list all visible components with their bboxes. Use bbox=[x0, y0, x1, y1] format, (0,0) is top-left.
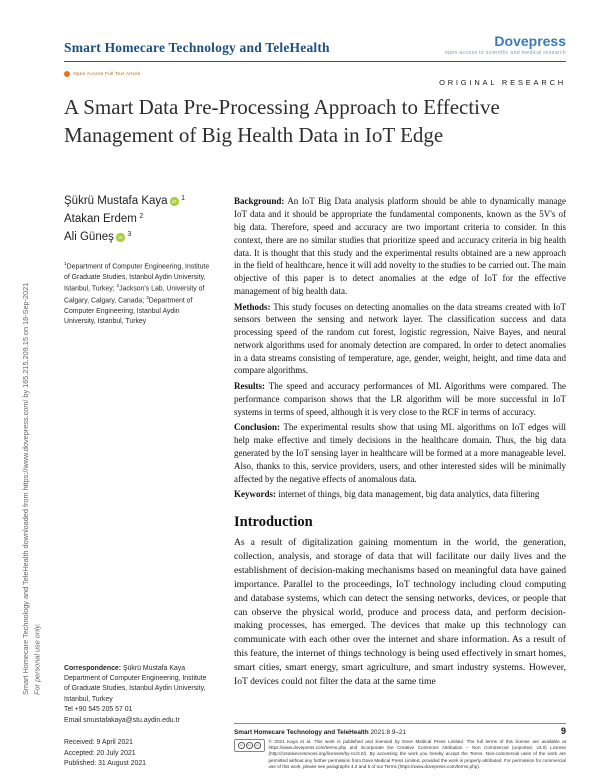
orcid-icon[interactable]: iD bbox=[116, 233, 125, 242]
author-name: Şükrü Mustafa Kaya bbox=[64, 195, 168, 208]
author-row: Şükrü Mustafa Kaya iD 1 bbox=[64, 194, 212, 208]
abstract-text: internet of things, big data management,… bbox=[278, 489, 540, 500]
license-text: © 2021 Kaya et al. This work is publishe… bbox=[268, 739, 567, 769]
accepted-date: Accepted: 20 July 2021 bbox=[64, 749, 136, 757]
open-access-label: Open Access Full Text Article bbox=[73, 71, 141, 77]
right-column: Background: An IoT Big Data analysis pla… bbox=[234, 195, 566, 770]
cc-icon: cc bbox=[238, 742, 245, 749]
correspondence-name: Şükrü Mustafa Kaya bbox=[122, 664, 186, 672]
abstract-results: Results: The speed and accuracy performa… bbox=[234, 380, 566, 418]
cc-by-icon: by bbox=[246, 742, 253, 749]
abstract-text: The speed and accuracy performances of M… bbox=[234, 381, 566, 417]
author-row: Ali Güneş iD 3 bbox=[64, 230, 212, 244]
published-date: Published: 31 August 2021 bbox=[64, 760, 146, 768]
cc-license-badge[interactable]: cc by nc bbox=[234, 739, 265, 752]
abstract-label: Results: bbox=[234, 381, 265, 392]
abstract-label: Methods: bbox=[234, 301, 271, 312]
page-footer: Smart Homecare Technology and TeleHealth… bbox=[234, 723, 566, 770]
open-access-icon bbox=[64, 71, 70, 77]
two-column-layout: Şükrü Mustafa Kaya iD 1 Atakan Erdem 2 A… bbox=[64, 195, 566, 770]
correspondence-address: Department of Computer Engineering, Inst… bbox=[64, 675, 207, 703]
correspondence-text: Correspondence: Şükrü Mustafa Kaya Depar… bbox=[64, 664, 212, 705]
abstract-methods: Methods: This study focuses on detecting… bbox=[234, 301, 566, 378]
correspondence-label: Correspondence: bbox=[64, 664, 122, 672]
abstract-background: Background: An IoT Big Data analysis pla… bbox=[234, 195, 566, 297]
citation-volume-pages: 2021:8 9–21 bbox=[368, 729, 407, 737]
dovepress-logo[interactable]: Dovepress bbox=[494, 33, 566, 49]
citation-journal: Smart Homecare Technology and TeleHealth bbox=[234, 729, 369, 737]
abstract-label: Keywords: bbox=[234, 489, 276, 500]
affiliation-text: Department of Computer Engineering, Ista… bbox=[64, 297, 193, 326]
journal-header: Smart Homecare Technology and TeleHealth… bbox=[64, 0, 566, 61]
header-rule bbox=[64, 61, 566, 62]
author-affiliation-sup: 1 bbox=[181, 194, 185, 202]
author-row: Atakan Erdem 2 bbox=[64, 212, 212, 226]
affiliation-text: Department of Computer Engineering, Inst… bbox=[64, 263, 210, 293]
citation-row: Smart Homecare Technology and TeleHealth… bbox=[234, 723, 566, 736]
abstract-label: Background: bbox=[234, 196, 285, 207]
correspondence-tel: Tel +90 545 205 57 01 bbox=[64, 706, 133, 714]
sidebar-download-notice: Smart Homecare Technology and TeleHealth… bbox=[20, 50, 43, 695]
publisher-tagline: open access to scientific and medical re… bbox=[444, 50, 566, 56]
correspondence-email[interactable]: Email smustafakaya@stu.aydin.edu.tr bbox=[64, 716, 180, 724]
abstract-keywords: Keywords: internet of things, big data m… bbox=[234, 488, 566, 501]
affiliation-sup: 3 bbox=[146, 296, 149, 302]
affiliations: 1Department of Computer Engineering, Ins… bbox=[64, 261, 212, 327]
introduction-paragraph: As a result of digitalization gaining mo… bbox=[234, 537, 566, 688]
author-affiliation-sup: 3 bbox=[127, 230, 132, 238]
orcid-icon[interactable]: iD bbox=[170, 197, 179, 206]
affiliation-sup: 2 bbox=[116, 284, 120, 290]
journal-title[interactable]: Smart Homecare Technology and TeleHealth bbox=[64, 40, 330, 55]
journal-citation: Smart Homecare Technology and TeleHealth… bbox=[234, 729, 406, 736]
publisher-block: Dovepress open access to scientific and … bbox=[445, 33, 566, 56]
article-title: A Smart Data Pre-Processing Approach to … bbox=[64, 95, 500, 147]
affiliation-sup: 1 bbox=[64, 262, 67, 268]
abstract-text: The experimental results show that using… bbox=[234, 422, 566, 484]
abstract-text: An IoT Big Data analysis platform should… bbox=[234, 196, 566, 296]
article-dates: Received: 9 April 2021 Accepted: 20 July… bbox=[64, 738, 212, 770]
page-content: Smart Homecare Technology and TeleHealth… bbox=[64, 0, 566, 770]
author-affiliation-sup: 2 bbox=[139, 212, 144, 220]
article-type: ORIGINAL RESEARCH bbox=[439, 78, 566, 87]
introduction-heading: Introduction bbox=[234, 514, 313, 531]
author-name: Atakan Erdem bbox=[64, 213, 137, 226]
personal-use-text: For personal use only. bbox=[32, 623, 42, 695]
author-list: Şükrü Mustafa Kaya iD 1 Atakan Erdem 2 A… bbox=[64, 195, 212, 249]
author-name: Ali Güneş bbox=[64, 231, 114, 244]
cc-nc-icon: nc bbox=[254, 742, 261, 749]
open-access-badge[interactable]: Open Access Full Text Article bbox=[64, 71, 566, 77]
license-row: cc by nc © 2021 Kaya et al. This work is… bbox=[234, 739, 566, 770]
download-notice-text: Smart Homecare Technology and TeleHealth… bbox=[21, 282, 30, 695]
page-number: 9 bbox=[560, 726, 566, 737]
received-date: Received: 9 April 2021 bbox=[64, 738, 133, 746]
left-column: Şükrü Mustafa Kaya iD 1 Atakan Erdem 2 A… bbox=[64, 195, 212, 770]
affiliation-text: Jackson's Lab, University of Calgary, Ca… bbox=[64, 285, 205, 305]
abstract-text: This study focuses on detecting anomalie… bbox=[234, 301, 566, 376]
correspondence-block: Correspondence: Şükrü Mustafa Kaya Depar… bbox=[64, 664, 212, 726]
abstract-label: Conclusion: bbox=[234, 422, 281, 433]
abstract-conclusion: Conclusion: The experimental results sho… bbox=[234, 421, 566, 485]
